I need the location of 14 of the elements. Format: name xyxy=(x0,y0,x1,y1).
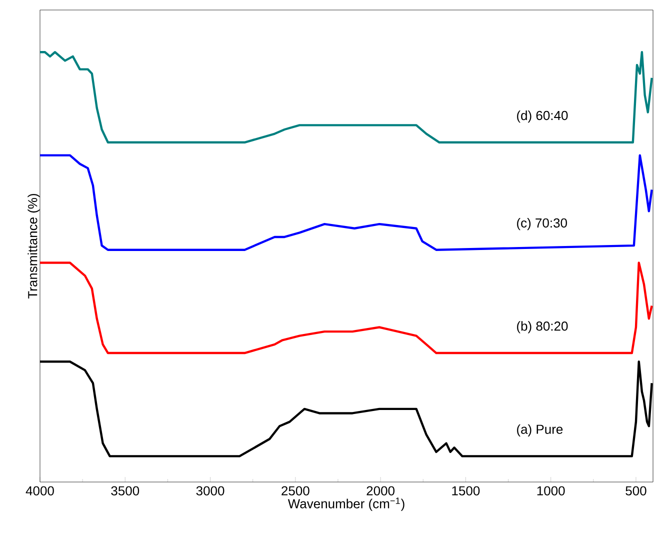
x-tick-label: 2500 xyxy=(282,486,310,496)
series-label: (b) 80:20 xyxy=(517,321,568,334)
x-tick-label: 2000 xyxy=(366,486,394,496)
x-tick-label: 1000 xyxy=(537,486,565,496)
series-label: (a) Pure xyxy=(517,424,563,436)
y-axis-title: Transmittance (%) xyxy=(28,194,40,299)
x-tick-label: 3500 xyxy=(111,486,140,496)
series-label: (d) 60:40 xyxy=(517,110,568,123)
x-tick-label: 1500 xyxy=(452,486,480,496)
x-axis-title: Wavenumber (cm$^{−1}$) xyxy=(288,498,404,511)
x-tick-label: 500 xyxy=(626,486,646,496)
series-label: (c) 70:30 xyxy=(517,218,567,230)
x-tick-label: 4000 xyxy=(26,486,54,496)
x-tick-label: 3000 xyxy=(196,486,224,496)
